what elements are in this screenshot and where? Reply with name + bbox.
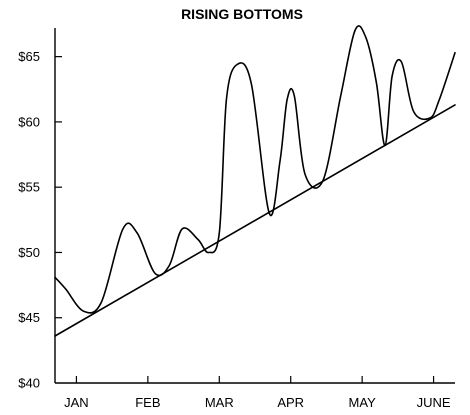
rising-bottoms-trendline [54, 104, 456, 337]
x-tick-label: MAY [349, 395, 377, 410]
x-tick-label: MAR [205, 395, 234, 410]
x-tick-label: JUNE [417, 395, 451, 410]
chart-title: RISING BOTTOMS [181, 6, 303, 22]
y-tick-label: $50 [18, 245, 40, 260]
y-tick-label: $40 [18, 376, 40, 391]
x-tick-label: APR [277, 395, 304, 410]
y-tick-label: $55 [18, 180, 40, 195]
y-tick-label: $45 [18, 310, 40, 325]
axes [54, 28, 455, 384]
y-tick-label: $65 [18, 49, 40, 64]
x-axis-ticks: JAN FEB MAR APR MAY JUNE [64, 376, 451, 410]
price-line [54, 25, 456, 314]
y-axis-ticks: $40 $45 $50 $55 $60 $65 [18, 49, 62, 391]
plot-series [54, 25, 456, 337]
x-tick-label: FEB [135, 395, 160, 410]
y-tick-label: $60 [18, 114, 40, 129]
x-tick-label: JAN [64, 395, 89, 410]
